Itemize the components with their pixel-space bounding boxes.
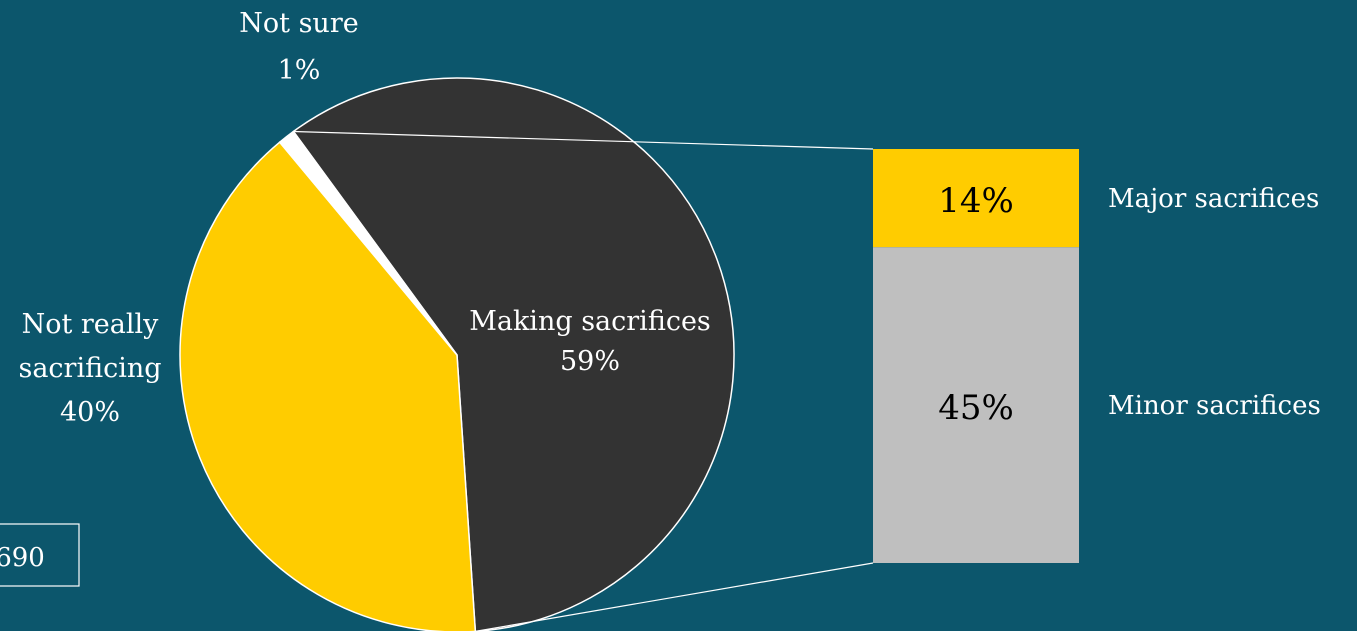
label-not-sure: Not sure bbox=[239, 8, 358, 39]
legend-major-sacrifices: Major sacrifices bbox=[1108, 184, 1319, 214]
footnote-text: 690 bbox=[0, 543, 45, 573]
connector-line-bottom bbox=[475, 562, 874, 631]
bar-segment-minor-sacrifices bbox=[873, 247, 1079, 563]
bar-value-major: 14% bbox=[938, 181, 1014, 221]
value-not-sure: 1% bbox=[278, 55, 321, 86]
connector-line-top bbox=[293, 130, 874, 150]
label-not-really-line-2: sacrificing bbox=[18, 353, 161, 384]
pie-slice-not-sure bbox=[278, 130, 458, 356]
pie-slice-not-really-sacrificing bbox=[179, 141, 477, 631]
legend-minor-sacrifices: Minor sacrifices bbox=[1108, 391, 1321, 421]
bar-segment-major-sacrifices bbox=[873, 149, 1079, 248]
value-making-sacrifices: 59% bbox=[560, 346, 620, 377]
bar-value-minor: 45% bbox=[938, 388, 1014, 428]
value-not-really-sacrificing: 40% bbox=[60, 397, 120, 428]
footnote-box bbox=[0, 523, 80, 587]
pie-slice-making-sacrifices bbox=[292, 77, 735, 631]
label-making-sacrifices: Making sacrifices bbox=[469, 306, 711, 337]
label-not-really-line-1: Not really bbox=[22, 309, 160, 340]
